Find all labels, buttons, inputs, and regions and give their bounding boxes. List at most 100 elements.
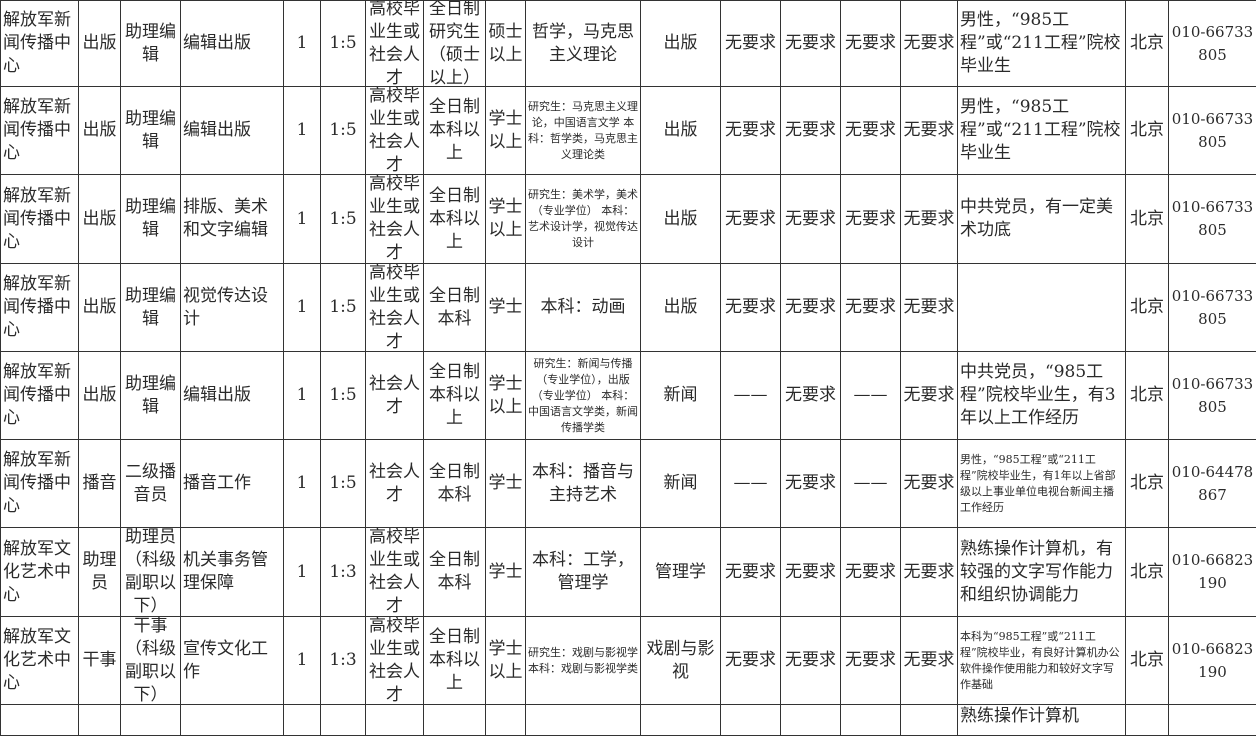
cell-degree: 学士	[486, 264, 526, 352]
req-c-text: 无要求	[841, 617, 900, 704]
duty-text: 编辑出版	[181, 352, 283, 439]
duty-text: 宣传文化工作	[181, 617, 283, 704]
category-text: 出版	[79, 1, 120, 86]
req-d-text: 无要求	[901, 175, 957, 263]
cell-ratio	[321, 705, 366, 736]
category-text	[79, 705, 120, 735]
duty-text: 播音工作	[181, 440, 283, 527]
cell-major: 本科：工学，管理学	[526, 528, 641, 617]
cell-education: 全日制本科以上	[424, 617, 486, 705]
cell-location: 北京	[1126, 264, 1169, 352]
major-text: 本科：工学，管理学	[526, 528, 640, 616]
cell-exam-subject: 戏剧与影视	[641, 617, 721, 705]
duty-text	[181, 705, 283, 735]
req-a-text	[721, 705, 780, 735]
cell-exam-subject: 出版	[641, 87, 721, 175]
cell-category: 播音	[79, 440, 121, 528]
cell-category: 出版	[79, 87, 121, 175]
cell-req-a: 无要求	[721, 1, 781, 87]
unit-text: 解放军新闻传播中心	[1, 440, 78, 527]
cell-phone: 010-66823190	[1169, 528, 1256, 617]
duty-text: 编辑出版	[181, 87, 283, 174]
cell-req-a: 无要求	[721, 617, 781, 705]
cell-location: 北京	[1126, 440, 1169, 528]
cell-source: 高校毕业生或社会人才	[366, 264, 424, 352]
cell-major: 研究生：戏剧与影视学 本科：戏剧与影视学类	[526, 617, 641, 705]
req-c-text: ——	[841, 440, 900, 527]
education-text	[424, 705, 485, 735]
cell-count: 1	[284, 264, 321, 352]
cell-major: 本科：动画	[526, 264, 641, 352]
cell-degree: 学士	[486, 440, 526, 528]
cell-phone: 010-64478867	[1169, 440, 1256, 528]
cell-source: 高校毕业生或社会人才	[366, 617, 424, 705]
phone-text: 010-66733805	[1169, 175, 1256, 263]
req-c-text: 无要求	[841, 175, 900, 263]
other-requirements-text	[958, 264, 1125, 351]
location-text	[1126, 705, 1168, 735]
major-text: 研究生：戏剧与影视学 本科：戏剧与影视学类	[526, 617, 640, 704]
cell-degree: 学士以上	[486, 617, 526, 705]
req-b-text: 无要求	[781, 175, 840, 263]
unit-text	[1, 705, 78, 735]
cell-ratio: 1:5	[321, 175, 366, 264]
cell-location: 北京	[1126, 528, 1169, 617]
source-text: 高校毕业生或社会人才	[366, 617, 423, 704]
table-row: 熟练操作计算机	[1, 705, 1256, 736]
cell-req-a: ——	[721, 440, 781, 528]
req-a-text: ——	[721, 440, 780, 527]
ratio-text: 1:5	[321, 352, 365, 439]
cell-duty	[181, 705, 284, 736]
cell-req-b: 无要求	[781, 440, 841, 528]
major-text: 研究生：马克思主义理论，中国语言文学 本科：哲学类，马克思主义理论类	[526, 87, 640, 174]
cell-major: 哲学，马克思主义理论	[526, 1, 641, 87]
cell-phone: 010-66733805	[1169, 175, 1256, 264]
cell-major: 研究生：美术学，美术（专业学位） 本科：艺术设计学，视觉传达设计	[526, 175, 641, 264]
cell-req-b: 无要求	[781, 352, 841, 440]
cell-req-b: 无要求	[781, 264, 841, 352]
req-c-text: 无要求	[841, 264, 900, 351]
cell-ratio: 1:5	[321, 440, 366, 528]
other-requirements-text: 中共党员，有一定美术功底	[958, 175, 1125, 263]
cell-ratio: 1:3	[321, 528, 366, 617]
education-text: 全日制本科	[424, 264, 485, 351]
cell-other-requirements: 熟练操作计算机，有较强的文字写作能力和组织协调能力	[958, 528, 1126, 617]
req-b-text: 无要求	[781, 528, 840, 616]
cell-source: 高校毕业生或社会人才	[366, 528, 424, 617]
cell-unit: 解放军新闻传播中心	[1, 352, 79, 440]
cell-location: 北京	[1126, 175, 1169, 264]
count-text: 1	[284, 528, 320, 616]
ratio-text: 1:5	[321, 175, 365, 263]
category-text: 出版	[79, 264, 120, 351]
cell-post: 助理编辑	[121, 264, 181, 352]
cell-req-d: 无要求	[901, 175, 958, 264]
req-a-text: 无要求	[721, 175, 780, 263]
cell-ratio: 1:5	[321, 87, 366, 175]
cell-req-a: 无要求	[721, 264, 781, 352]
count-text: 1	[284, 264, 320, 351]
cell-count: 1	[284, 1, 321, 87]
exam-subject-text: 出版	[641, 175, 720, 263]
location-text: 北京	[1126, 87, 1168, 174]
other-requirements-text: 本科为“985工程”或“211工程”院校毕业，有良好计算机办公软件操作使用能力和…	[958, 617, 1125, 704]
other-requirements-text: 男性，“985工程”或“211工程”院校毕业生	[958, 1, 1125, 86]
cell-category: 出版	[79, 352, 121, 440]
cell-unit: 解放军新闻传播中心	[1, 87, 79, 175]
cell-location: 北京	[1126, 617, 1169, 705]
major-text: 本科：动画	[526, 264, 640, 351]
cell-category: 出版	[79, 264, 121, 352]
cell-req-a: 无要求	[721, 528, 781, 617]
cell-duty: 视觉传达设计	[181, 264, 284, 352]
other-requirements-text: 男性，“985工程”或“211工程”院校毕业生	[958, 87, 1125, 174]
cell-req-b: 无要求	[781, 87, 841, 175]
cell-category: 助理员	[79, 528, 121, 617]
cell-post	[121, 705, 181, 736]
req-b-text: 无要求	[781, 352, 840, 439]
cell-exam-subject: 管理学	[641, 528, 721, 617]
cell-major: 本科：播音与主持艺术	[526, 440, 641, 528]
education-text: 全日制本科以上	[424, 352, 485, 439]
